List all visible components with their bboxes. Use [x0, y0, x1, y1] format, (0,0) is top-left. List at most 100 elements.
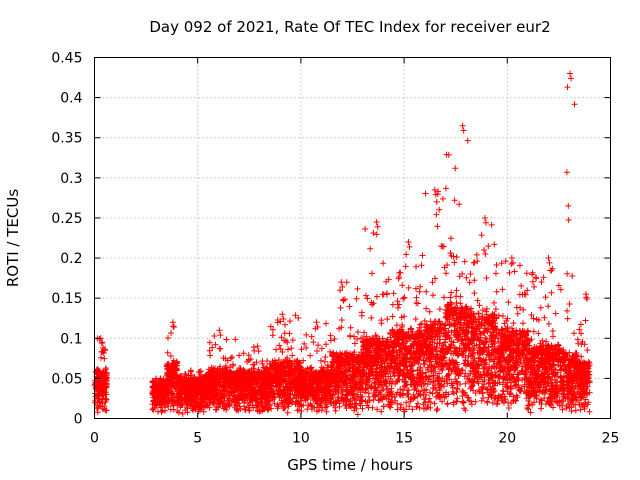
data-point	[169, 360, 176, 367]
data-point	[423, 288, 430, 295]
data-point	[99, 339, 106, 346]
data-point	[403, 251, 410, 258]
data-point	[394, 304, 401, 311]
data-point	[199, 402, 206, 409]
data-point	[441, 294, 448, 301]
data-point	[211, 396, 218, 403]
data-point	[416, 288, 423, 295]
data-point	[434, 223, 441, 230]
data-point	[168, 330, 175, 337]
data-point	[478, 397, 485, 404]
data-point	[354, 285, 361, 292]
data-point	[433, 407, 440, 414]
data-point	[358, 312, 365, 319]
data-point	[390, 290, 397, 297]
data-point	[103, 370, 110, 377]
data-point	[442, 185, 449, 192]
data-point	[254, 343, 261, 350]
data-point	[362, 226, 369, 233]
data-point	[463, 274, 470, 281]
data-point	[149, 378, 156, 385]
data-point	[227, 364, 234, 371]
data-point	[94, 392, 101, 399]
data-point	[347, 324, 354, 331]
chart-title: Day 092 of 2021, Rate Of TEC Index for r…	[149, 18, 550, 36]
data-point	[215, 392, 222, 399]
data-point	[451, 197, 458, 204]
data-point	[220, 387, 227, 394]
data-point	[370, 230, 377, 237]
data-point	[448, 289, 455, 296]
data-point	[456, 201, 463, 208]
data-point	[229, 354, 236, 361]
data-point	[233, 402, 240, 409]
data-point	[150, 406, 157, 413]
data-point	[450, 390, 457, 397]
data-point	[196, 368, 203, 375]
data-point	[269, 332, 276, 339]
data-point	[230, 370, 237, 377]
data-point	[94, 367, 101, 374]
data-point	[163, 372, 170, 379]
data-point	[282, 321, 289, 328]
data-point	[229, 362, 236, 369]
data-point	[322, 341, 329, 348]
data-point	[273, 346, 280, 353]
data-point	[199, 388, 206, 395]
data-point	[250, 344, 257, 351]
data-point	[389, 301, 396, 308]
data-point	[231, 392, 238, 399]
data-point	[421, 387, 428, 394]
data-point	[413, 403, 420, 410]
data-point	[292, 312, 299, 319]
data-point	[209, 344, 216, 351]
data-point	[295, 315, 302, 322]
data-point	[338, 279, 345, 286]
data-point	[170, 357, 177, 364]
data-point	[211, 332, 218, 339]
data-point	[164, 377, 171, 384]
data-point	[464, 137, 471, 144]
data-point	[431, 186, 438, 193]
data-point	[182, 399, 189, 406]
data-point	[224, 357, 231, 364]
data-point	[178, 376, 185, 383]
data-point	[433, 198, 440, 205]
data-point	[439, 195, 446, 202]
data-point	[288, 345, 295, 352]
data-point	[198, 392, 205, 399]
data-point	[102, 407, 109, 414]
data-points	[91, 70, 593, 418]
data-point	[191, 383, 198, 390]
data-point	[399, 282, 406, 289]
data-point	[101, 346, 108, 353]
data-point	[444, 400, 451, 407]
data-point	[188, 372, 195, 379]
data-point	[165, 403, 172, 410]
data-point	[217, 378, 224, 385]
data-point	[264, 357, 271, 364]
data-point	[405, 284, 412, 291]
data-point	[413, 294, 420, 301]
data-point	[313, 319, 320, 326]
data-point	[194, 382, 201, 389]
data-point	[453, 389, 460, 396]
data-point	[405, 239, 412, 246]
data-point	[170, 324, 177, 331]
data-point	[436, 206, 443, 213]
data-point	[367, 245, 374, 252]
data-point	[161, 407, 168, 414]
data-point	[213, 406, 220, 413]
data-point	[217, 363, 224, 370]
data-point	[202, 383, 209, 390]
data-point	[191, 391, 198, 398]
data-point	[419, 252, 426, 259]
data-point	[430, 292, 437, 299]
data-point	[158, 380, 165, 387]
data-point	[164, 349, 171, 356]
data-point	[401, 294, 408, 301]
data-point	[457, 293, 464, 300]
data-point	[284, 409, 291, 416]
data-point	[363, 292, 369, 299]
data-point	[406, 243, 413, 250]
